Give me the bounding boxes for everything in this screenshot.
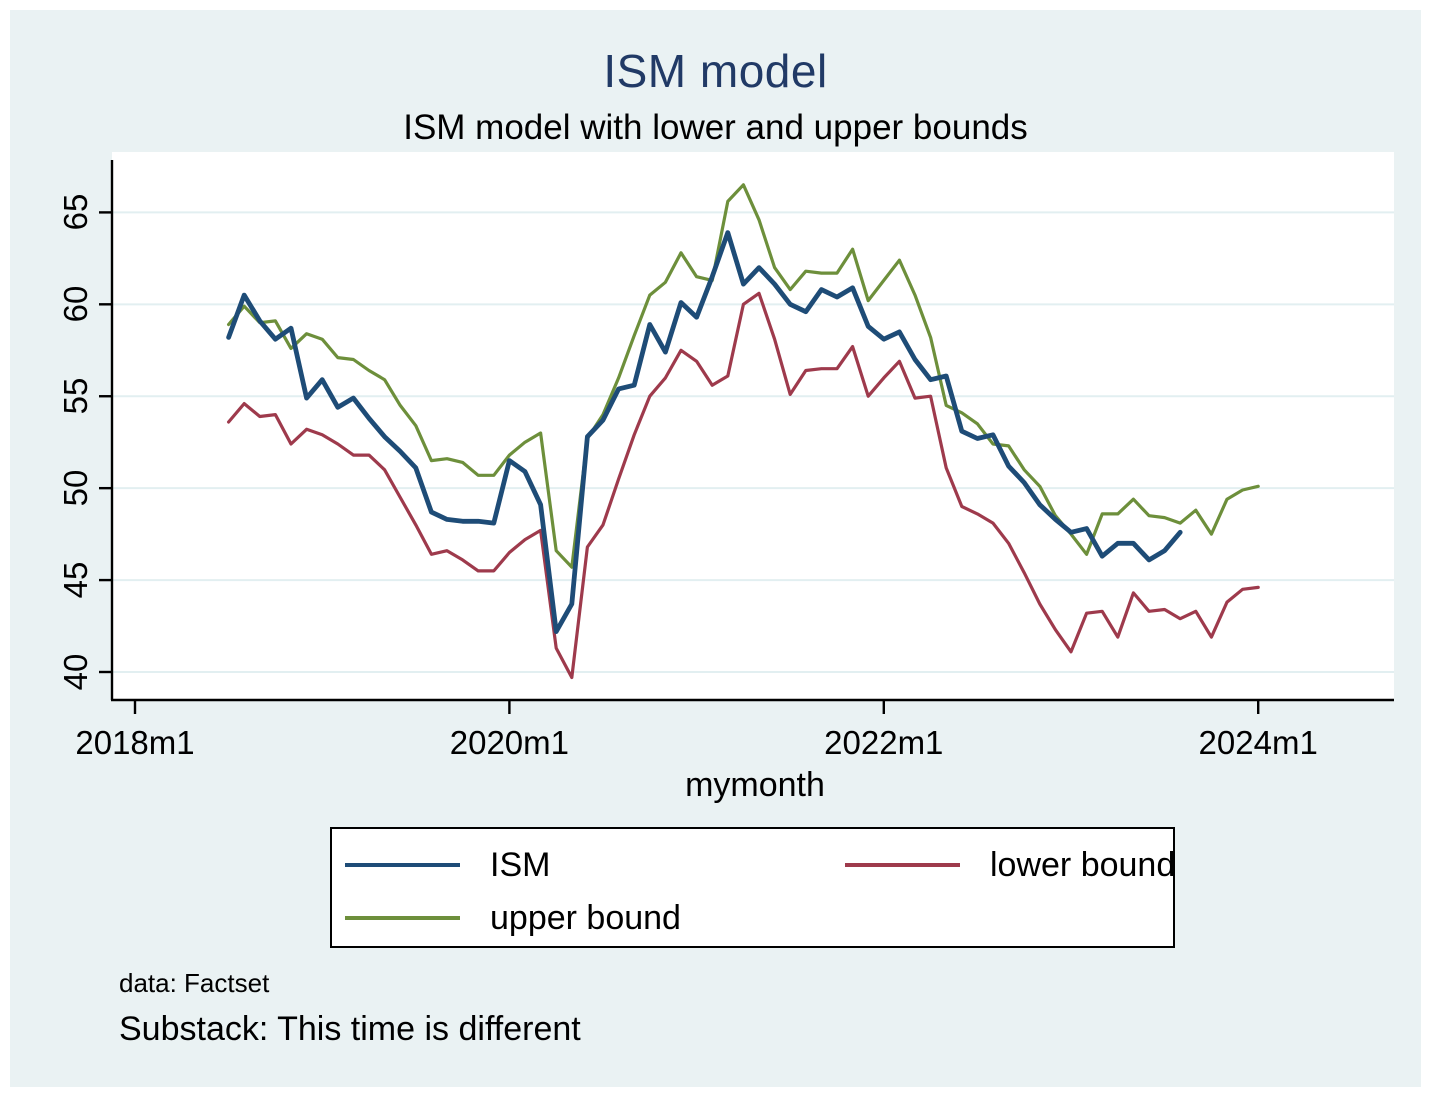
y-tick-label: 55 [57,377,94,415]
x-tick-label: 2018m1 [75,724,195,761]
legend-label-lower-bound: lower bound [990,845,1176,884]
x-axis-title: mymonth [685,766,825,804]
chart-title: ISM model [603,45,828,97]
legend-entry-lower-bound: lower bound [845,840,1175,890]
legend-entry-ism: ISM [345,840,845,890]
source-note: data: Factset [119,968,270,998]
series-line-lower-bound [227,291,1260,680]
series-line-upper-bound [227,183,1260,569]
y-tick-label: 60 [57,285,94,323]
upper-bound-line-swatch [345,916,460,920]
y-tick-label: 40 [57,653,94,691]
legend-label-upper-bound: upper bound [490,898,681,937]
x-tick-label: 2024m1 [1198,724,1318,761]
y-tick-label: 50 [57,469,94,507]
ism-line-swatch [345,862,460,868]
x-tick-label: 2020m1 [449,724,570,761]
y-tick-label: 65 [57,194,94,231]
lower-bound-line-swatch [845,863,960,867]
plot-area-background [112,152,1394,700]
y-tick-label: 45 [57,561,94,599]
series-line-ISM [226,230,1183,634]
legend-label-ism: ISM [490,845,551,884]
chart-subtitle: ISM model with lower and upper bounds [403,108,1028,147]
legend: ISM lower bound upper bound [330,827,1175,948]
substack-note: Substack: This time is different [119,1010,581,1048]
x-tick-label: 2022m1 [824,724,944,761]
legend-entry-upper-bound: upper bound [345,893,845,943]
